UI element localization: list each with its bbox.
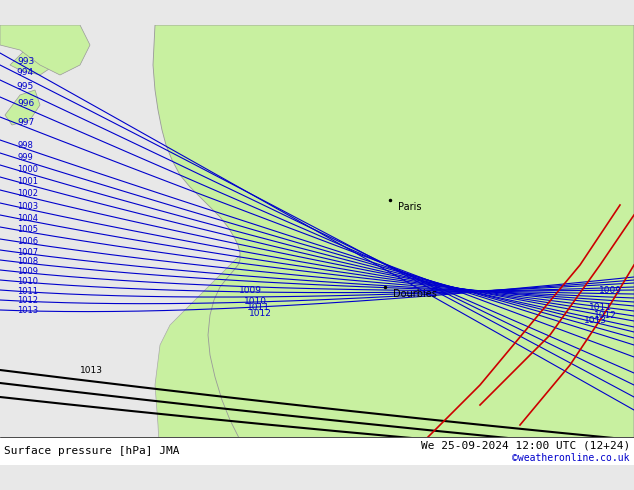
Text: 1008: 1008 [18,257,39,267]
Polygon shape [155,25,634,465]
Text: 995: 995 [16,82,34,91]
Text: 999: 999 [17,153,33,162]
Text: 1013: 1013 [80,366,103,374]
Text: 1009: 1009 [18,267,39,276]
Text: 1007: 1007 [18,247,39,257]
Text: 1013: 1013 [18,306,39,315]
Text: 994: 994 [16,68,34,76]
Text: 1012: 1012 [249,309,271,318]
Text: 1000: 1000 [18,165,39,174]
Text: 1011: 1011 [18,287,39,295]
Text: Dourbies: Dourbies [393,289,437,299]
Text: ©weatheronline.co.uk: ©weatheronline.co.uk [512,453,630,463]
Text: We 25-09-2024 12:00 UTC (12+24): We 25-09-2024 12:00 UTC (12+24) [421,441,630,451]
Text: 998: 998 [17,141,33,150]
Polygon shape [153,25,634,465]
Text: 1009: 1009 [238,286,261,294]
Text: 1012: 1012 [18,296,39,305]
Text: 1003: 1003 [18,202,39,211]
Text: 997: 997 [17,119,34,127]
Text: 1012: 1012 [593,311,616,319]
Polygon shape [5,90,40,125]
Polygon shape [0,25,90,75]
Text: 996: 996 [17,99,34,108]
Polygon shape [10,35,60,75]
Text: Surface pressure [hPa] JMA: Surface pressure [hPa] JMA [4,446,179,456]
Text: Paris: Paris [398,202,422,212]
Text: 1011: 1011 [247,302,269,312]
Text: 1005: 1005 [18,225,39,234]
Text: 1013: 1013 [583,316,607,324]
Text: 1001: 1001 [18,177,39,186]
Text: 1009: 1009 [598,286,621,294]
Text: 1004: 1004 [18,214,39,222]
Text: 1002: 1002 [18,189,39,198]
Text: 1011: 1011 [588,302,612,312]
Bar [0,437,634,465]
Text: 1010: 1010 [18,277,39,286]
Text: 1006: 1006 [18,237,39,246]
Text: 993: 993 [17,57,34,66]
Text: 1010: 1010 [243,296,266,305]
